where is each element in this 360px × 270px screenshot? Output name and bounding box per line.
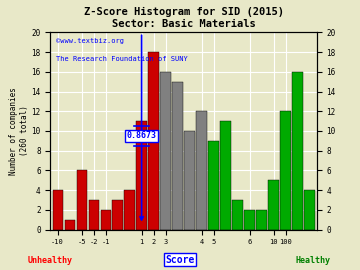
Bar — [136, 121, 147, 230]
Bar — [184, 131, 195, 230]
Bar — [256, 210, 267, 230]
Bar — [125, 190, 135, 230]
Bar — [53, 190, 63, 230]
Bar — [280, 111, 291, 230]
Bar — [76, 170, 87, 230]
Bar — [172, 82, 183, 230]
Bar — [100, 210, 111, 230]
Bar — [292, 72, 303, 230]
Bar — [244, 210, 255, 230]
Bar — [269, 180, 279, 230]
Text: ©www.textbiz.org: ©www.textbiz.org — [56, 38, 124, 44]
Bar — [220, 121, 231, 230]
Bar — [89, 200, 99, 230]
Bar — [208, 141, 219, 230]
Y-axis label: Number of companies
(260 total): Number of companies (260 total) — [9, 87, 29, 175]
Text: Score: Score — [165, 255, 195, 265]
Bar — [233, 200, 243, 230]
Bar — [305, 190, 315, 230]
Bar — [148, 52, 159, 230]
Bar — [197, 111, 207, 230]
Text: The Research Foundation of SUNY: The Research Foundation of SUNY — [56, 56, 188, 62]
Bar — [64, 220, 75, 229]
Bar — [112, 200, 123, 230]
Text: Unhealthy: Unhealthy — [28, 256, 73, 265]
Bar — [161, 72, 171, 230]
Text: Healthy: Healthy — [296, 256, 331, 265]
Title: Z-Score Histogram for SID (2015)
Sector: Basic Materials: Z-Score Histogram for SID (2015) Sector:… — [84, 7, 284, 29]
Text: 0.8673: 0.8673 — [127, 131, 157, 140]
